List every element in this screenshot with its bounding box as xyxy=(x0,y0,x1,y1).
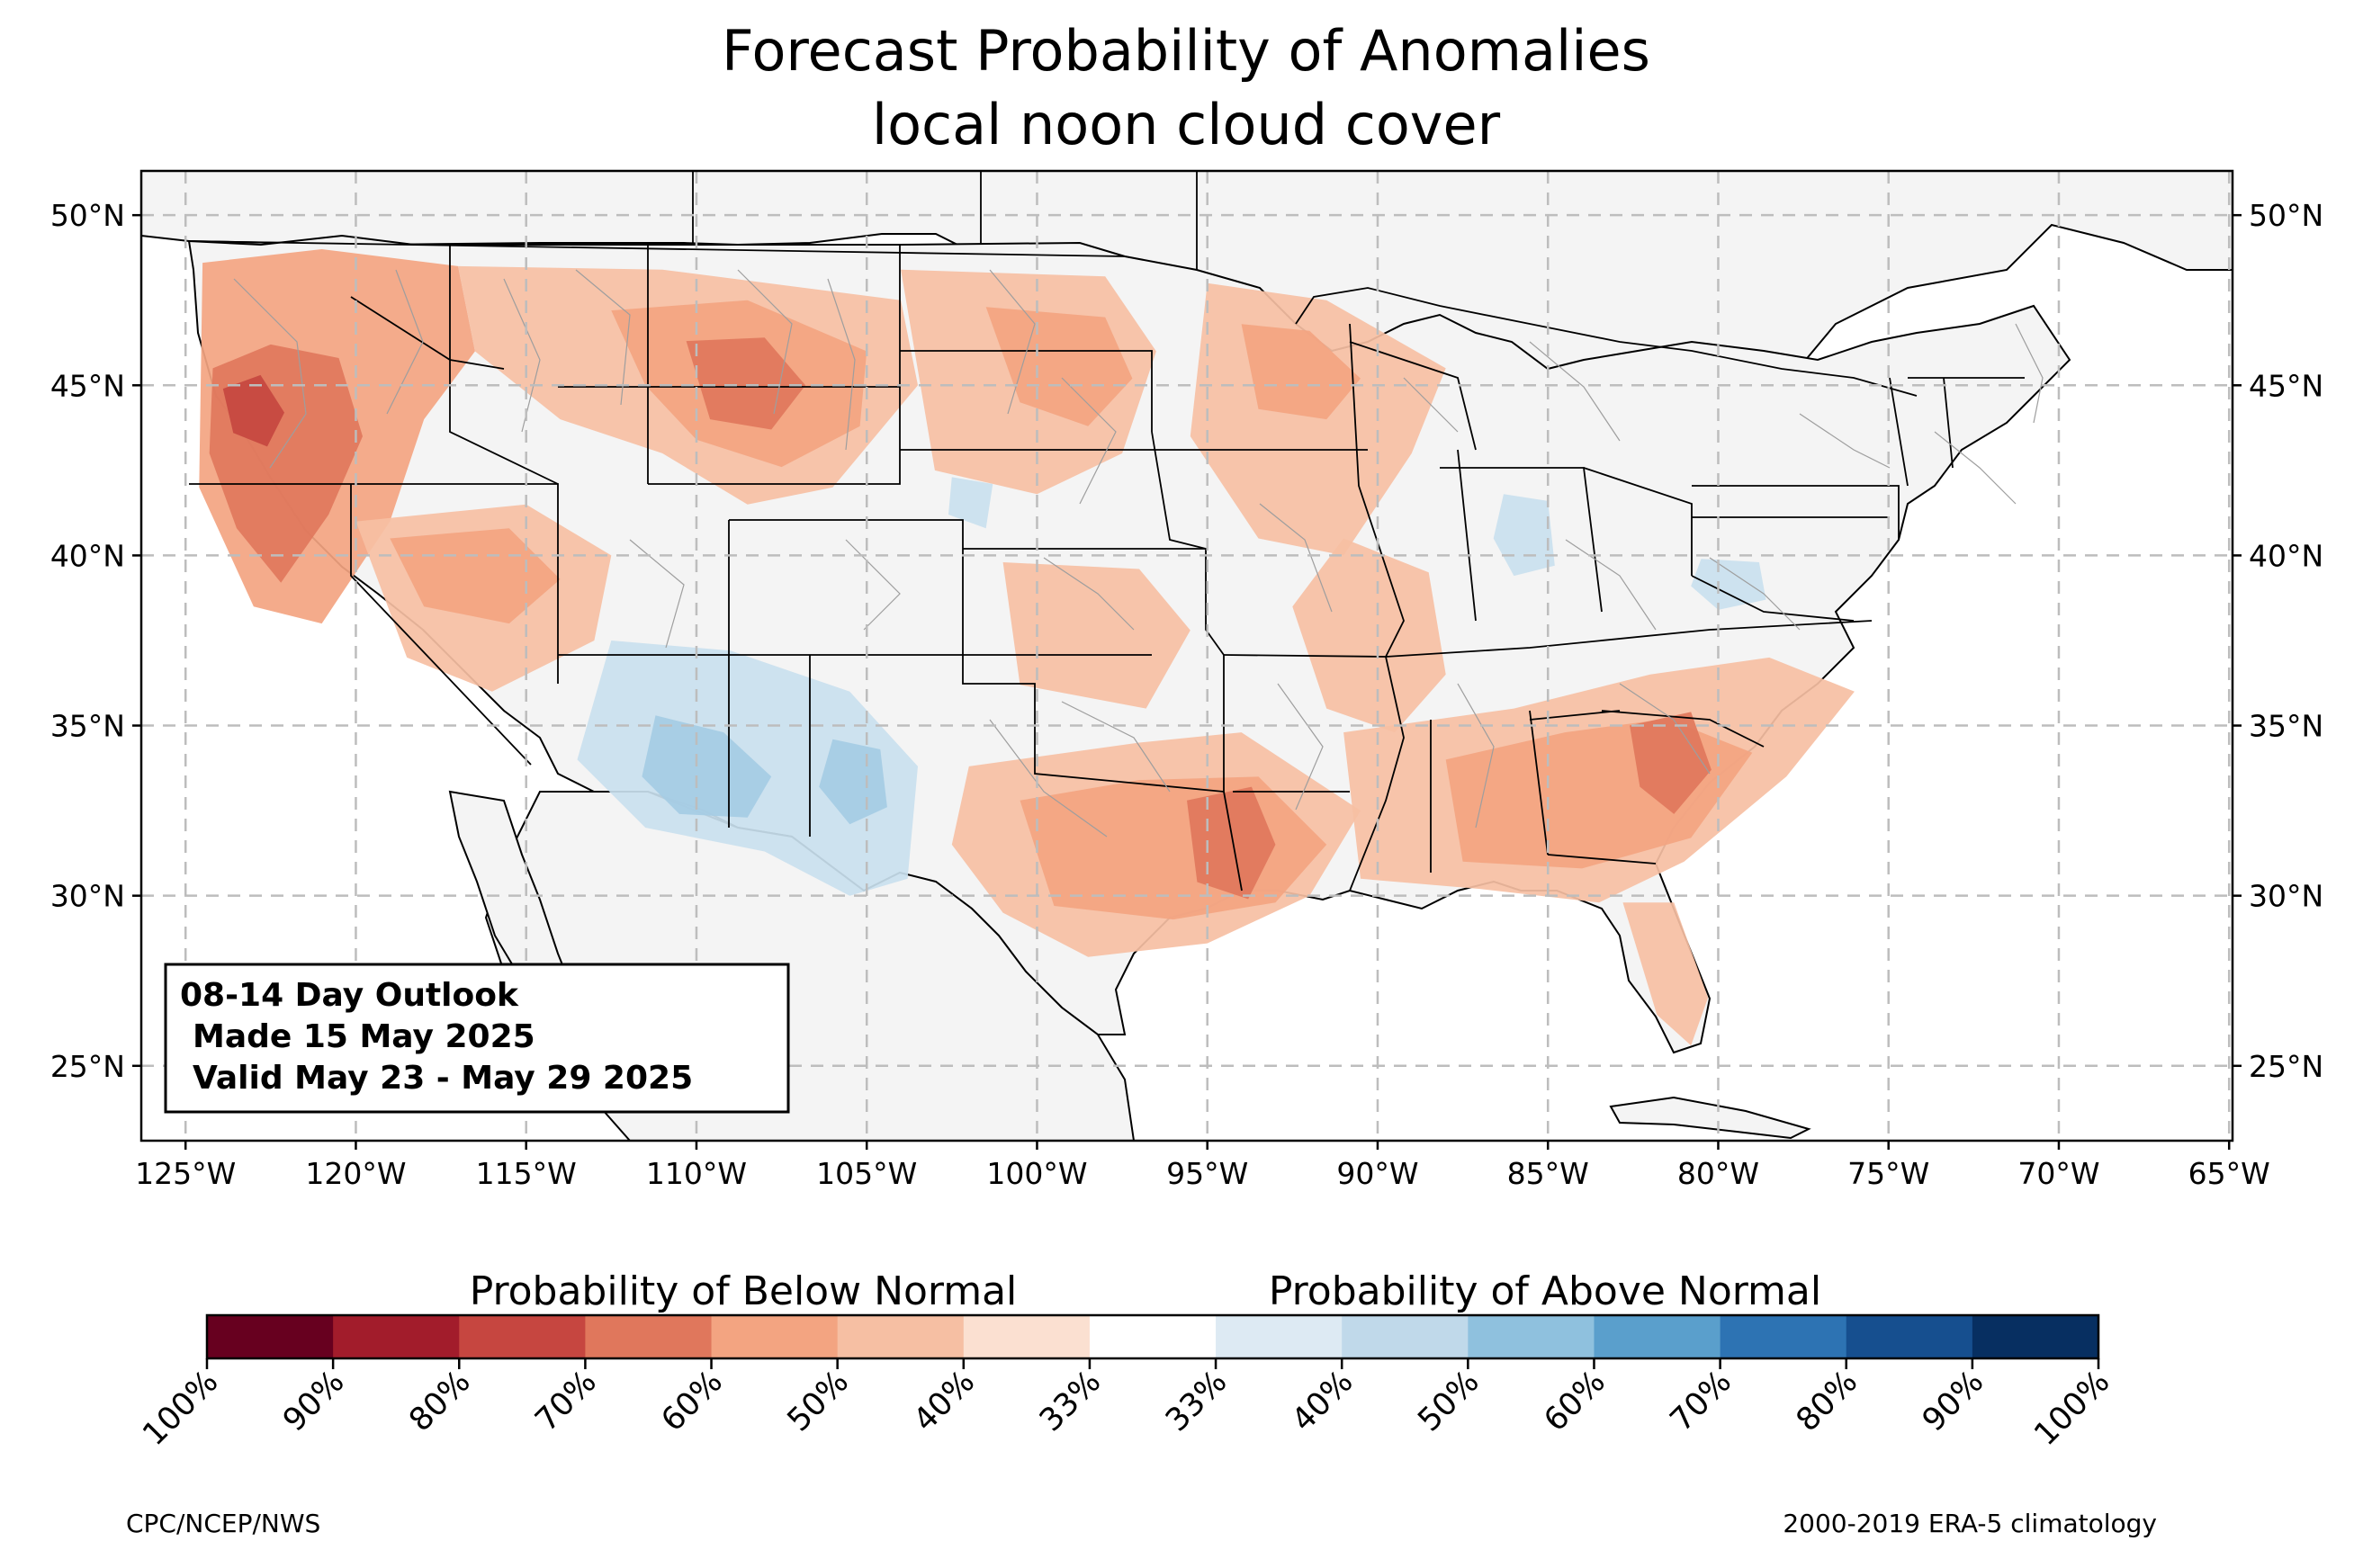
lat-tick-label-left: 30°N xyxy=(50,879,125,914)
lat-tick-label-right: 30°N xyxy=(2249,879,2323,914)
colorbar-swatch xyxy=(1846,1315,1973,1358)
lon-tick-label: 90°W xyxy=(1336,1156,1418,1191)
colorbar-tick-label: 70% xyxy=(1664,1364,1739,1438)
lon-tick-label: 65°W xyxy=(2188,1156,2270,1191)
lat-tick-label-right: 45°N xyxy=(2249,368,2323,403)
colorbar-tick-label: 80% xyxy=(402,1364,477,1438)
outlook-info-box: 08-14 Day Outlook Made 15 May 2025 Valid… xyxy=(164,963,790,1114)
colorbar-swatch xyxy=(1720,1315,1847,1358)
lon-tick-label: 85°W xyxy=(1507,1156,1589,1191)
anomaly-carolinas-core xyxy=(1630,712,1712,814)
lon-tick-label: 70°W xyxy=(2017,1156,2099,1191)
colorbar-tick-label: 70% xyxy=(528,1364,603,1438)
anomaly-layer xyxy=(199,249,1855,1046)
lon-tick-label: 115°W xyxy=(476,1156,577,1191)
colorbar-swatch xyxy=(1594,1315,1721,1358)
anomaly-mid-atlantic-above xyxy=(1691,559,1766,610)
footer-source: CPC/NCEP/NWS xyxy=(126,1509,320,1538)
anomaly-dakotas-mid xyxy=(985,307,1133,426)
lon-tick-label: 80°W xyxy=(1677,1156,1759,1191)
title-line-2: local noon cloud cover xyxy=(872,92,1501,157)
outlook-period: 08-14 Day Outlook xyxy=(180,977,519,1014)
colorbar-tick-label: 60% xyxy=(655,1364,730,1438)
colorbar: 100% 90% 80% 70% 60% 50% 40% 33% 33% 40% 50% 60% 70%… xyxy=(136,1313,2116,1453)
lon-tick-label: 120°W xyxy=(305,1156,406,1191)
colorbar-tick-label: 40% xyxy=(907,1364,982,1438)
lon-tick-label: 100°W xyxy=(986,1156,1087,1191)
colorbar-tick-label: 100% xyxy=(2027,1364,2116,1453)
anomaly-east-texas-core xyxy=(1187,786,1276,900)
colorbar-tick-label: 50% xyxy=(781,1364,856,1438)
colorbar-swatch xyxy=(1216,1315,1343,1358)
colorbar-swatch xyxy=(1089,1315,1217,1358)
lat-tick-label-right: 35°N xyxy=(2249,709,2323,744)
anomaly-nebraska-above xyxy=(948,477,993,529)
colorbar-swatch xyxy=(207,1315,334,1358)
lat-tick-label-right: 50°N xyxy=(2249,198,2323,233)
anomaly-minnesota-mid xyxy=(1241,324,1361,420)
map-axes: 125°W 120°W 115°W 110°W 105°W 100°W 95°W 90°W 85… xyxy=(50,198,2323,1191)
colorbar-tick-label: 90% xyxy=(276,1364,351,1438)
colorbar-tick-label: 80% xyxy=(1790,1364,1864,1438)
cuba-land xyxy=(1609,1096,1811,1140)
map-frame xyxy=(139,169,2234,1142)
valid-range: Valid May 23 - May 29 2025 xyxy=(193,1060,693,1097)
county-lines xyxy=(233,269,2044,838)
lon-tick-label: 105°W xyxy=(816,1156,917,1191)
boundary-lines xyxy=(188,171,2025,892)
lat-tick-label-left: 50°N xyxy=(50,198,125,233)
colorbar-swatch xyxy=(1972,1315,2099,1358)
colorbar-swatch xyxy=(963,1315,1091,1358)
lat-tick-label-left: 40°N xyxy=(50,538,125,573)
lon-tick-label: 75°W xyxy=(1847,1156,1929,1191)
map-layers xyxy=(141,171,2233,1141)
title-line-1: Forecast Probability of Anomalies xyxy=(722,18,1650,84)
lat-tick-label-left: 35°N xyxy=(50,709,125,744)
colorbar-swatch xyxy=(459,1315,586,1358)
made-date: Made 15 May 2025 xyxy=(193,1018,535,1055)
lat-tick-label-left: 25°N xyxy=(50,1049,125,1084)
colorbar-swatch xyxy=(333,1315,460,1358)
above-normal-label: Probability of Above Normal xyxy=(1269,1268,1821,1314)
colorbar-tick-label: 50% xyxy=(1411,1364,1486,1438)
lon-tick-label: 125°W xyxy=(135,1156,236,1191)
colorbar-tick-label: 90% xyxy=(1916,1364,1990,1438)
colorbar-swatch xyxy=(1342,1315,1469,1358)
lon-tick-label: 95°W xyxy=(1166,1156,1248,1191)
colorbar-swatch xyxy=(1468,1315,1595,1358)
anomaly-great-basin-mid xyxy=(390,528,561,624)
footer-climatology: 2000-2019 ERA-5 climatology xyxy=(1783,1509,2157,1538)
colorbar-frame xyxy=(205,1313,2100,1360)
colorbar-tick-label: 100% xyxy=(136,1364,225,1453)
anomaly-florida-below xyxy=(1622,902,1709,1046)
colorbar-tick-label: 40% xyxy=(1285,1364,1360,1438)
anomaly-new-mexico-above-mid xyxy=(819,739,887,825)
lon-tick-label: 110°W xyxy=(646,1156,747,1191)
lat-tick-label-right: 40°N xyxy=(2249,538,2323,573)
colorbar-tick-label: 33% xyxy=(1033,1364,1108,1438)
colorbar-swatch xyxy=(837,1315,965,1358)
anomaly-central-plains-below xyxy=(1002,562,1190,709)
lat-tick-label-right: 25°N xyxy=(2249,1049,2323,1084)
lat-tick-label-left: 45°N xyxy=(50,368,125,403)
colorbar-tick-label: 60% xyxy=(1538,1364,1613,1438)
colorbar-swatch xyxy=(585,1315,713,1358)
below-normal-label: Probability of Below Normal xyxy=(470,1268,1018,1314)
anomaly-oregon-peak xyxy=(222,374,284,447)
colorbar-tick-label: 33% xyxy=(1159,1364,1234,1438)
colorbar-swatch xyxy=(711,1315,839,1358)
anomaly-southwest-above-mid xyxy=(642,715,772,818)
anomaly-mississippi-valley-below xyxy=(1292,538,1446,733)
